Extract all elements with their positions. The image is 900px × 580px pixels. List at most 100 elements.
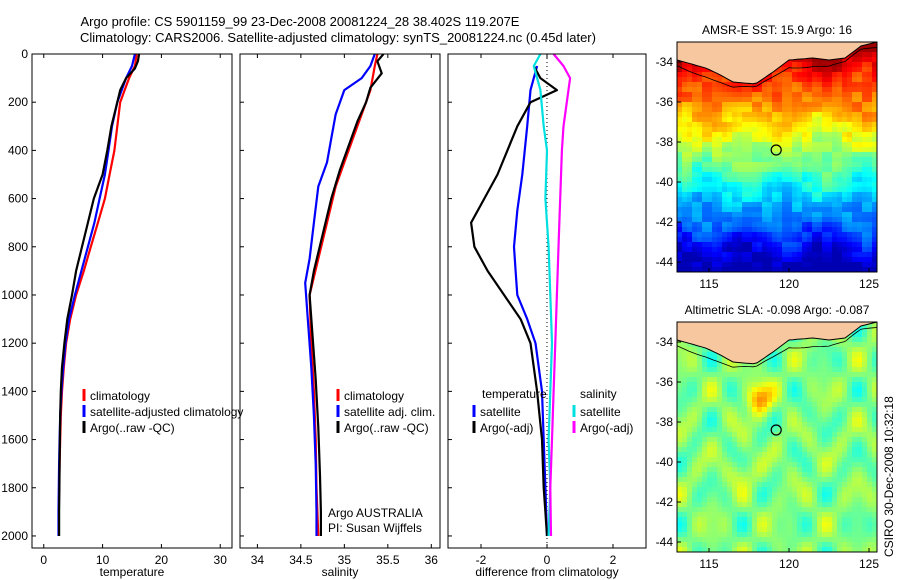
map-cell xyxy=(867,152,873,158)
map-cell xyxy=(857,387,863,393)
map-cell xyxy=(837,212,843,218)
map-cell xyxy=(867,252,873,258)
map-cell xyxy=(722,507,728,513)
map-cell xyxy=(722,197,728,203)
map-cell xyxy=(717,202,723,208)
map-cell xyxy=(787,522,793,528)
map-cell xyxy=(797,252,803,258)
map-cell xyxy=(862,462,868,468)
map-cell xyxy=(727,372,733,378)
map-cell xyxy=(817,82,823,88)
map-cell xyxy=(737,112,743,118)
map-cell xyxy=(722,472,728,478)
map-cell xyxy=(827,532,833,538)
map-cell xyxy=(862,217,868,223)
map-cell xyxy=(747,172,753,178)
map-cell xyxy=(752,102,758,108)
map-cell xyxy=(707,97,713,103)
map-cell xyxy=(787,362,793,368)
map-cell xyxy=(677,72,683,78)
map-cell xyxy=(712,352,718,358)
map-cell xyxy=(852,437,858,443)
map-cell xyxy=(817,397,823,403)
map-cell xyxy=(702,197,708,203)
map-cell xyxy=(867,377,873,383)
map-cell xyxy=(687,467,693,473)
map-cell xyxy=(817,487,823,493)
map-cell xyxy=(722,382,728,388)
map-cell xyxy=(807,67,813,73)
map-cell xyxy=(722,212,728,218)
map-cell xyxy=(782,352,788,358)
map-cell xyxy=(712,547,718,552)
map-cell xyxy=(802,372,808,378)
map-cell xyxy=(852,157,858,163)
map-cell xyxy=(772,357,778,363)
map-cell xyxy=(807,347,813,353)
map-cell xyxy=(847,377,853,383)
map-cell xyxy=(812,232,818,238)
map-cell xyxy=(807,417,813,423)
x-tick-label: 34 xyxy=(251,553,265,567)
map-cell xyxy=(732,132,738,138)
map-cell xyxy=(872,102,877,108)
map-cell xyxy=(817,207,823,213)
map-cell xyxy=(792,472,798,478)
map-cell xyxy=(832,492,838,498)
map-cell xyxy=(872,242,877,248)
map-cell xyxy=(807,422,813,428)
map-cell xyxy=(832,532,838,538)
map-cell xyxy=(762,222,768,228)
map-cell xyxy=(722,467,728,473)
map-cell xyxy=(717,377,723,383)
map-cell xyxy=(782,457,788,463)
map-cell xyxy=(867,262,873,268)
map-cell xyxy=(817,522,823,528)
map-cell xyxy=(707,502,713,508)
map-cell xyxy=(847,132,853,138)
map-cell xyxy=(847,187,853,193)
map-cell xyxy=(862,337,868,343)
map-cell xyxy=(757,397,763,403)
map-cell xyxy=(682,527,688,533)
map-cell xyxy=(847,247,853,253)
map-cell xyxy=(852,382,858,388)
map-cell xyxy=(682,167,688,173)
map-cell xyxy=(717,232,723,238)
map-cell xyxy=(717,477,723,483)
map-cell xyxy=(832,487,838,493)
map-cell xyxy=(817,122,823,128)
map-cell xyxy=(782,527,788,533)
map-cell xyxy=(812,382,818,388)
map-cell xyxy=(797,452,803,458)
map-cell xyxy=(682,62,688,68)
map-cell xyxy=(707,247,713,253)
map-cell xyxy=(712,542,718,548)
map-cell xyxy=(737,412,743,418)
map-cell xyxy=(702,72,708,78)
map-cell xyxy=(872,367,877,373)
map-cell xyxy=(822,227,828,233)
profile-marker xyxy=(770,144,782,156)
map-cell xyxy=(712,187,718,193)
map-cell xyxy=(832,452,838,458)
map-cell xyxy=(732,392,738,398)
map-cell xyxy=(847,487,853,493)
map-cell xyxy=(797,117,803,123)
map-cell xyxy=(692,372,698,378)
map-cell xyxy=(677,432,683,438)
map-cell xyxy=(682,417,688,423)
map-cell xyxy=(837,512,843,518)
map-cell xyxy=(812,367,818,373)
map-cell xyxy=(807,252,813,258)
map-cell xyxy=(782,547,788,552)
map-cell xyxy=(772,427,778,433)
map-cell xyxy=(812,192,818,198)
map-cell xyxy=(782,182,788,188)
map-cell xyxy=(712,427,718,433)
map-cell xyxy=(862,107,868,113)
map-cell xyxy=(727,462,733,468)
map-cell xyxy=(812,107,818,113)
map-cell xyxy=(817,142,823,148)
map-cell xyxy=(767,122,773,128)
